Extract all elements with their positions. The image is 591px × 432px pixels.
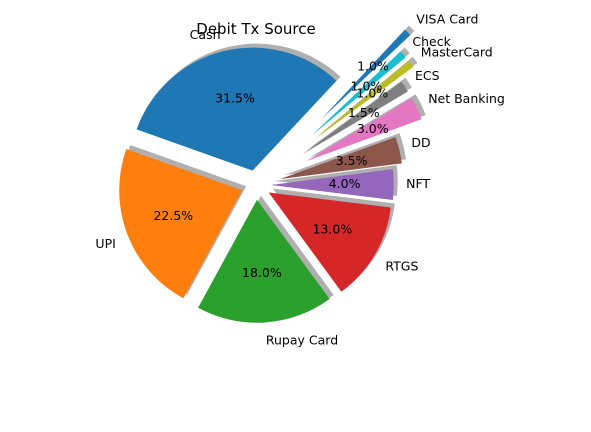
slice-percent-labels: 31.5% 22.5% 18.0% 13.0% 4.0% 3.5% 3.0%1.5% 1.0%… xyxy=(153,59,389,280)
slice-pct-cash: 31.5% xyxy=(215,91,255,106)
slice-pct-rupay-card: 18.0% xyxy=(242,265,282,280)
slice-label-cash: Cash xyxy=(190,27,221,42)
slice-pct-visa-card: 1.0% xyxy=(357,59,389,74)
slice-pct-rtgs: 13.0% xyxy=(313,221,353,236)
slice-label-rtgs: RTGS xyxy=(385,258,418,273)
slice-label-dd: DD xyxy=(411,135,430,150)
slice-label-mastercard: MasterCard xyxy=(421,44,493,59)
pie-slices xyxy=(119,29,422,323)
slice-pct-ecs: 1.5% xyxy=(348,105,380,120)
slice-label-rupay-card: Rupay Card xyxy=(266,332,338,347)
pie-slice-dd xyxy=(279,137,402,180)
slice-label-upi: UPI xyxy=(95,236,115,251)
chart-title: Debit Tx Source xyxy=(196,20,315,38)
slice-label-visa-card: VISA Card xyxy=(416,12,478,27)
slice-label-net-banking: Net Banking xyxy=(428,91,505,106)
slice-label-check: Check xyxy=(412,34,451,49)
pie-slice-rupay-card xyxy=(198,199,330,323)
pie-slice-cash xyxy=(136,47,337,171)
pie-slice-visa-card xyxy=(321,29,411,120)
slice-labels: Cash UPI Rupay Card RTGS NFT DD Net Banking ECS… xyxy=(95,12,504,348)
slice-pct-dd: 3.5% xyxy=(336,153,368,168)
slice-label-ecs: ECS xyxy=(415,68,440,83)
pie-slice-ecs xyxy=(302,81,408,155)
slice-pct-mastercard: 1.0% xyxy=(356,86,388,101)
slice-label-nft: NFT xyxy=(406,176,430,191)
slice-pct-upi: 22.5% xyxy=(153,208,193,223)
slice-pct-check: 1.0% xyxy=(351,79,383,94)
pie-slice-upi xyxy=(119,149,243,299)
pie-slice-nft xyxy=(270,169,394,200)
pie-slice-mastercard xyxy=(314,60,414,140)
slice-shadow-dd xyxy=(283,133,406,176)
pie-slice-net-banking xyxy=(306,98,422,162)
pie-slice-rtgs xyxy=(268,192,391,292)
slice-pct-net-banking: 3.0% xyxy=(357,121,389,136)
pie-slice-check xyxy=(311,51,406,136)
slice-pct-nft: 4.0% xyxy=(329,176,361,191)
